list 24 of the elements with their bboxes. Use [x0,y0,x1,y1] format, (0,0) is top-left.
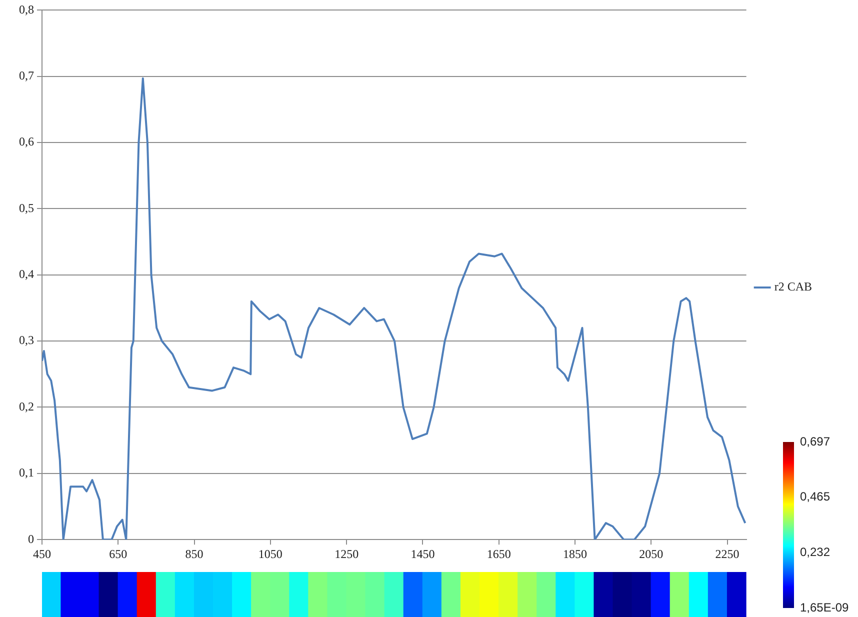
y-tick-label: 0,3 [19,333,34,348]
legend-label: r2 CAB [774,280,812,294]
x-tick-label: 2050 [639,546,664,561]
y-tick-label: 0,6 [19,134,34,149]
x-tick-label: 1450 [410,546,435,561]
x-tick-label: 1050 [258,546,282,561]
color-bar-label: 0,465 [800,490,830,504]
y-tick-label: 0,8 [19,2,34,16]
x-tick-label: 450 [33,546,51,561]
x-tick-label: 850 [185,546,204,561]
x-tick-label: 650 [109,546,128,561]
y-tick-label: 0 [28,532,34,546]
x-tick-label: 1850 [563,546,588,561]
y-tick-label: 0,2 [19,399,34,414]
y-tick-label: 0,7 [19,68,34,83]
x-tick-label: 1250 [334,546,359,561]
y-tick-label: 0,5 [19,200,34,215]
color-bar-label: 0,232 [800,545,830,560]
x-tick-label: 1650 [486,546,511,561]
color-bar-label: 0,697 [800,434,830,448]
y-tick-label: 0,1 [19,466,34,480]
y-tick-label: 0,4 [19,267,34,282]
color-bar-label: 1,65E-09 [800,600,850,614]
x-tick-label: 2250 [715,546,740,561]
